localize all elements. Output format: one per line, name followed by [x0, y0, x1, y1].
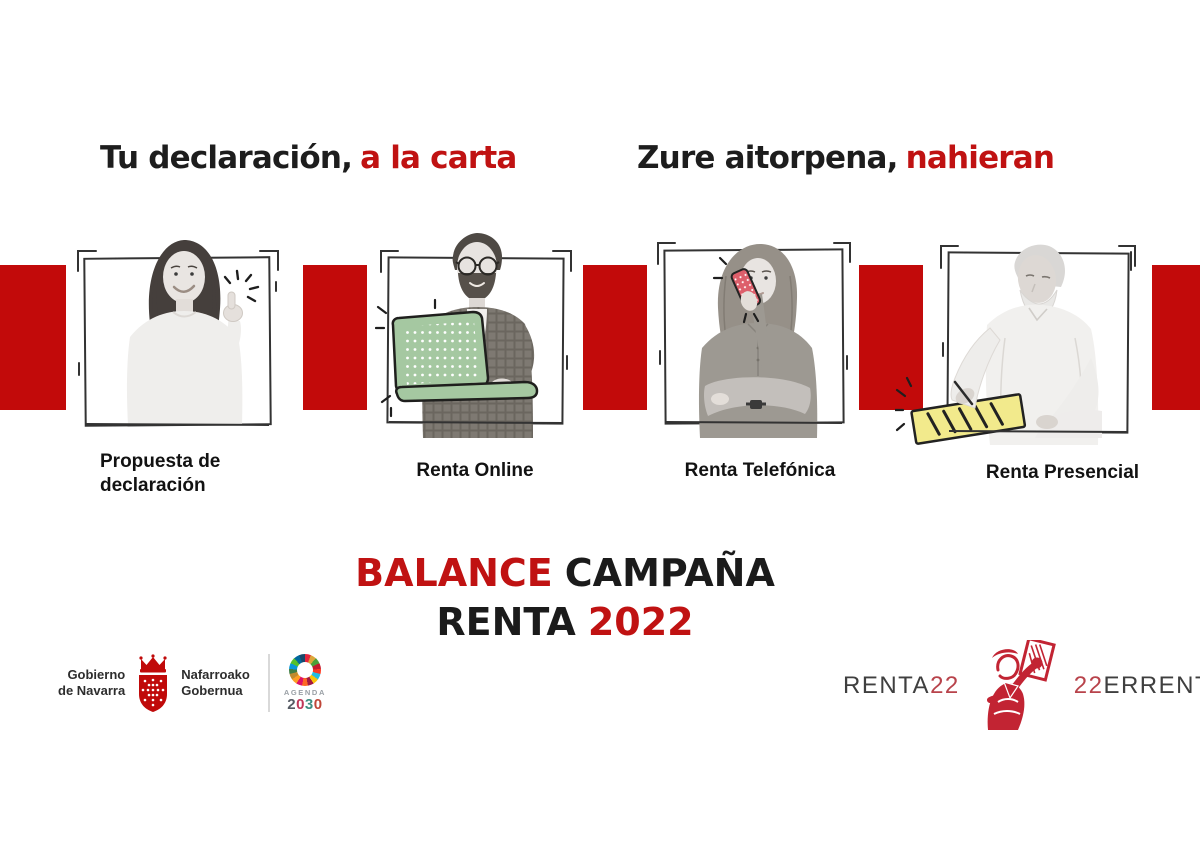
renta-year: 22: [930, 672, 960, 699]
title-campana: CAMPAÑA: [564, 551, 775, 595]
renta-text: RENTA: [843, 672, 931, 699]
gov-es-line2: de Navarra: [58, 683, 126, 698]
gov-eu-line1: Nafarroako: [181, 667, 250, 682]
caption-propuesta: Propuesta de declaración: [100, 450, 310, 498]
red-separator-block: [583, 265, 647, 410]
22errenta-right: 22ERRENTA: [1074, 672, 1200, 700]
sdg-wheel-icon: [288, 654, 321, 686]
headline-basque: Zure aitorpena, nahieran: [637, 140, 1055, 176]
click-sparkle-icon: [223, 269, 260, 303]
headline-basque-black: Zure aitorpena,: [637, 140, 898, 176]
headline-spanish-red: a la carta: [360, 140, 517, 176]
renta22-left: RENTA22: [843, 672, 960, 700]
agenda-year: 2030: [287, 697, 322, 712]
nafarroako-gobernua-label: Nafarroako Gobernua: [181, 667, 250, 699]
government-logo: Gobierno de Navarra Nafarroako Gobernua: [58, 654, 326, 712]
caption-renta-online: Renta Online: [416, 460, 534, 481]
caption-line: Propuesta de: [100, 451, 221, 472]
navarra-crest-icon: [139, 654, 168, 712]
renta-mascot-icon: [986, 640, 1056, 730]
errenta-year: 22: [1073, 672, 1104, 699]
caption-renta-presencial: Renta Presencial: [985, 462, 1140, 483]
agenda-digit: 0: [296, 696, 305, 713]
title-balance: BALANCE: [355, 551, 553, 595]
photo-man-green-laptop: [375, 233, 572, 438]
title-2022: 2022: [587, 600, 694, 644]
gov-eu-line2: Gobernua: [181, 683, 243, 698]
red-separator-block: [303, 265, 367, 410]
agenda-digit: 2: [287, 696, 297, 713]
photo-woman-red-phone: [657, 242, 851, 438]
agenda-2030-logo: AGENDA 2030: [284, 654, 326, 712]
errenta-text: ERRENTA: [1103, 672, 1200, 699]
agenda-digit: 0: [313, 696, 323, 713]
red-separator-block: [0, 265, 66, 410]
logo-divider: [267, 654, 270, 712]
caption-line: declaración: [100, 475, 206, 496]
renta22-logo: RENTA22 22ERRENTA: [843, 640, 1200, 732]
title-line-2: RENTA 2022: [340, 598, 790, 647]
click-sparkle-icon: [895, 376, 913, 432]
red-separator-block: [859, 265, 923, 410]
headline-basque-red: nahieran: [905, 140, 1055, 176]
caption-renta-telefonica: Renta Telefónica: [684, 460, 836, 481]
agenda-label: AGENDA: [283, 688, 326, 697]
yellow-form-icon: [910, 393, 1027, 445]
title-renta: RENTA: [436, 600, 576, 644]
agenda-digit: 3: [304, 696, 314, 713]
gobierno-de-navarra-label: Gobierno de Navarra: [58, 667, 125, 699]
red-separator-block: [1152, 265, 1200, 410]
title-line-1: BALANCE CAMPAÑA: [340, 549, 790, 598]
headline-spanish: Tu declaración, a la carta: [100, 140, 517, 176]
gov-es-line1: Gobierno: [67, 667, 126, 682]
headline-spanish-black: Tu declaración,: [100, 140, 353, 176]
page-title: BALANCE CAMPAÑA RENTA 2022: [340, 549, 790, 647]
photo-senior-man-writing: [895, 244, 1136, 445]
photo-woman-thumbs-up: [77, 240, 279, 427]
